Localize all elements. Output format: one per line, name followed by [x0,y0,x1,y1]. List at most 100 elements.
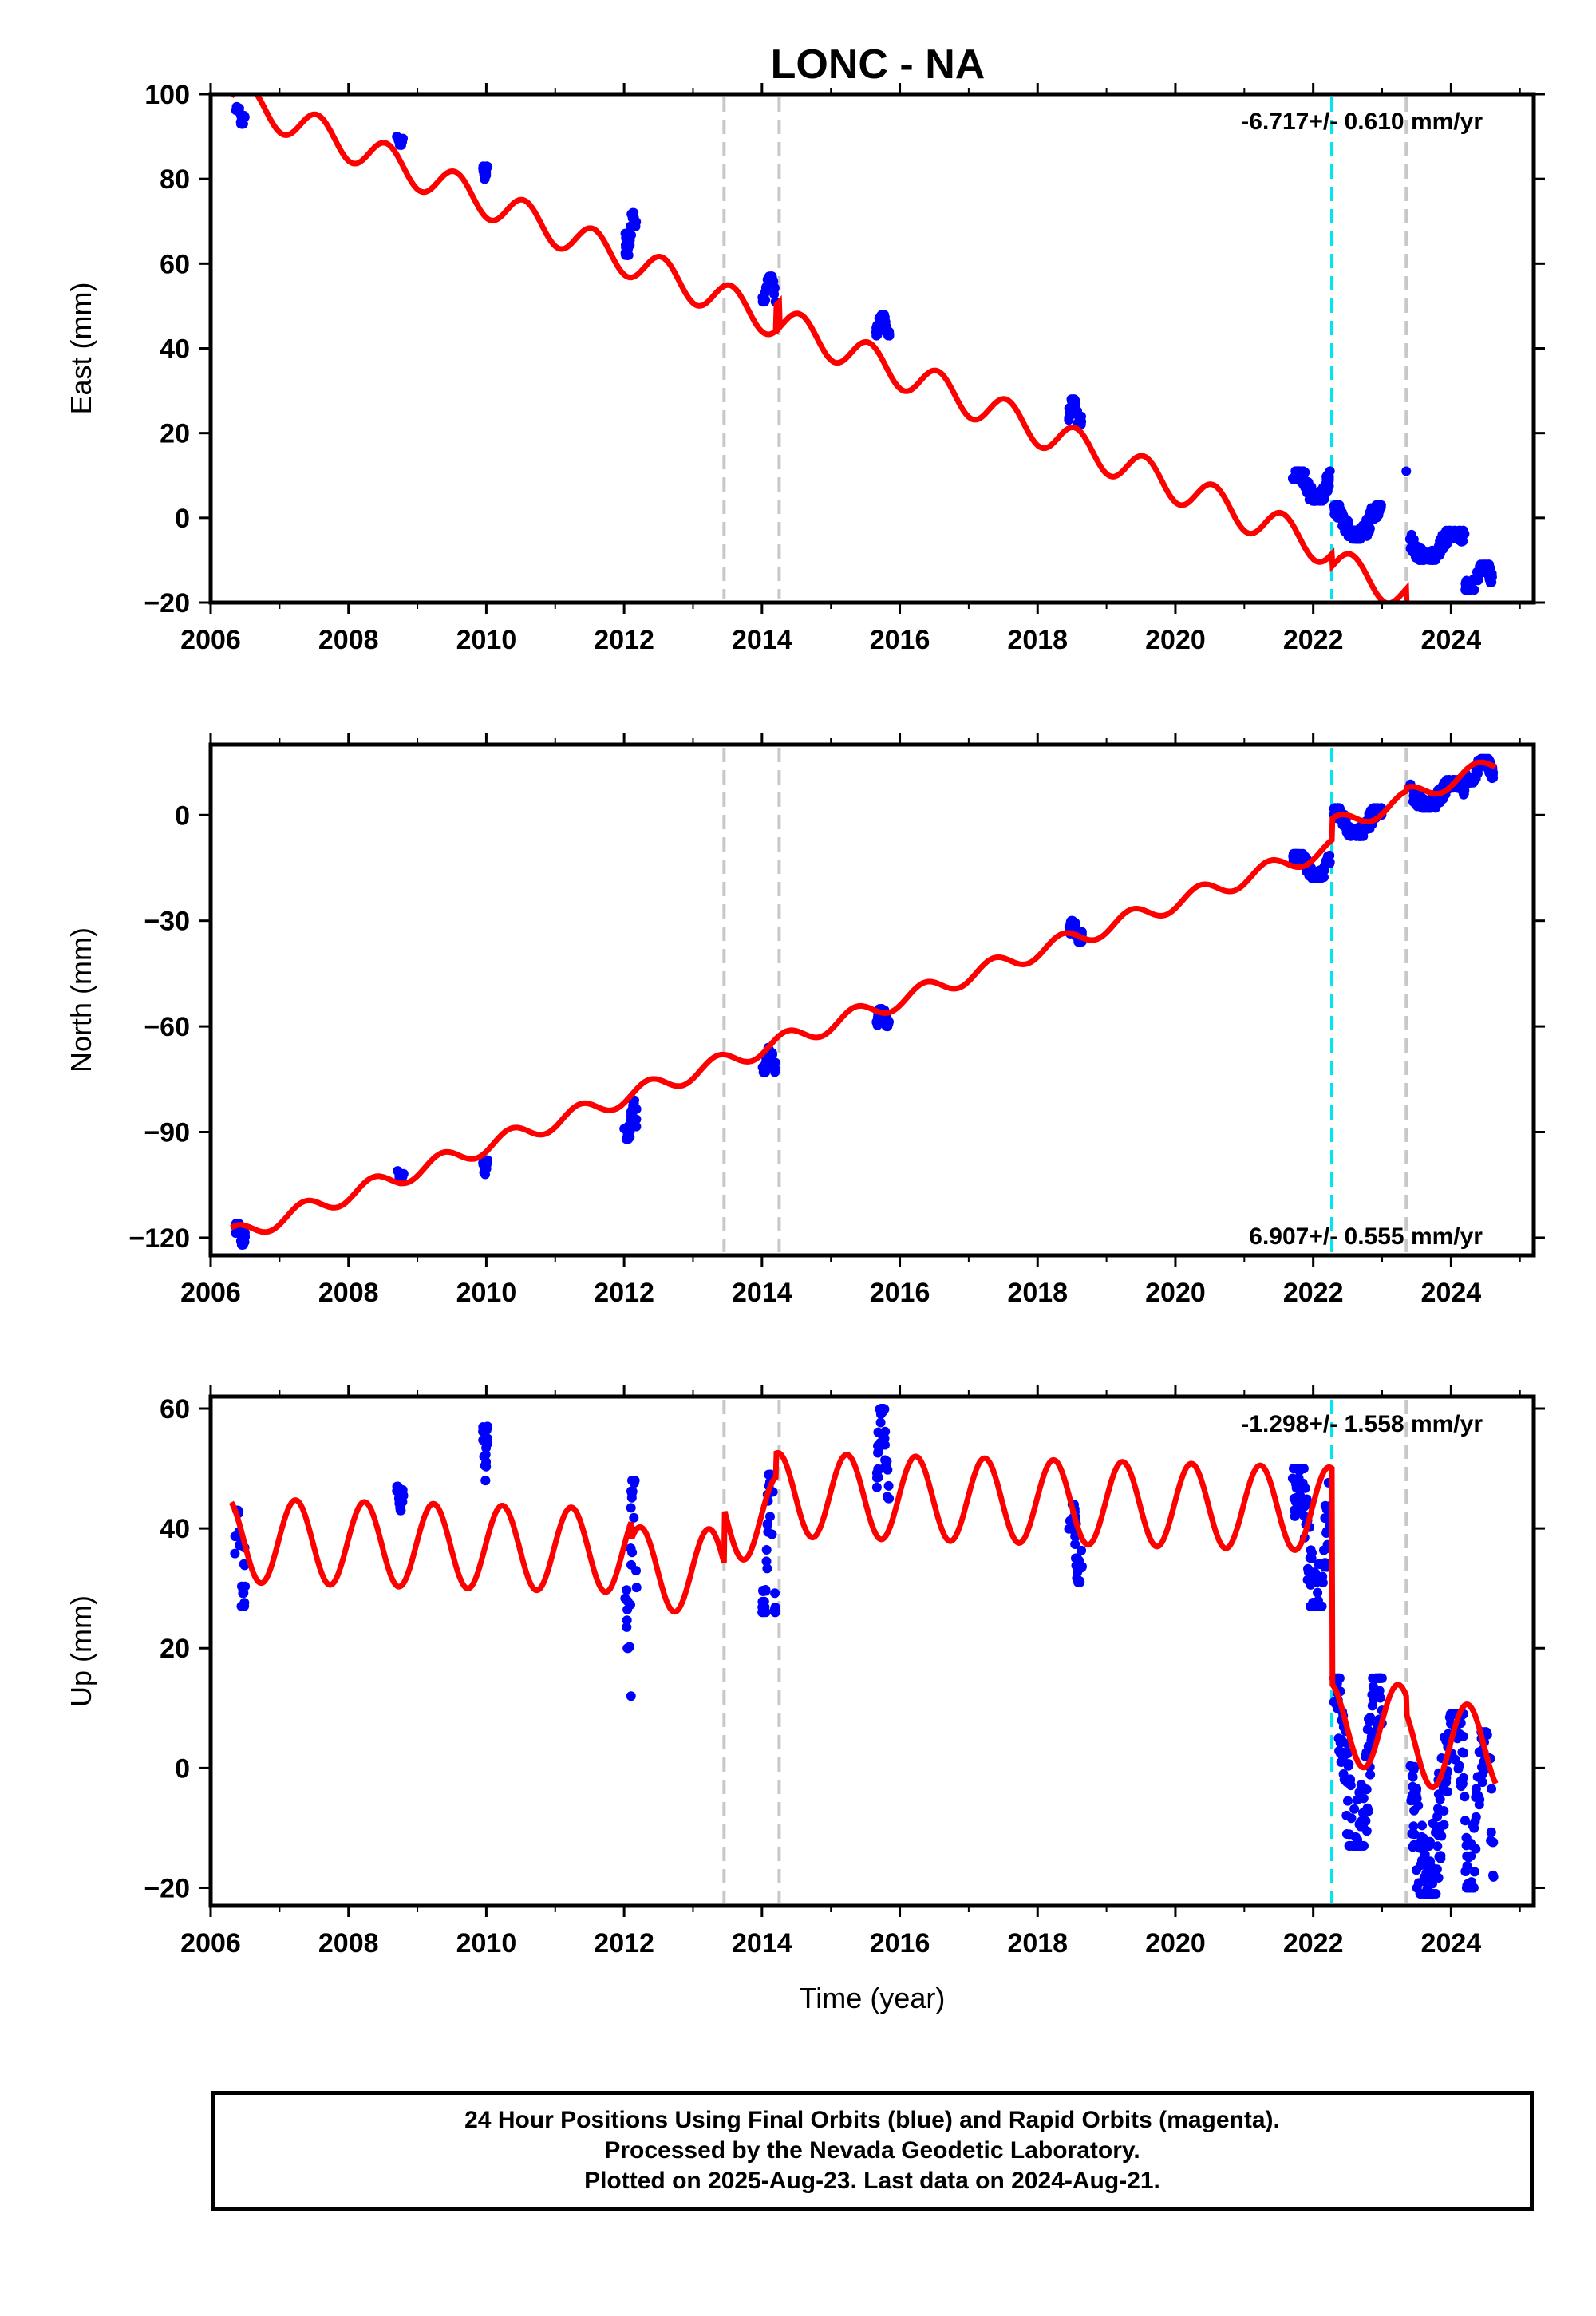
north-data-point [769,1058,780,1069]
up-data-point [1352,1795,1362,1805]
north-x-tick-label: 2012 [594,1278,654,1308]
north-data-point [1369,803,1380,813]
up-data-point [883,1480,894,1491]
east-y-axis-label: East (mm) [65,283,97,415]
up-data-point [396,1505,406,1516]
north-data-point [626,1105,637,1115]
up-y-tick-label: 40 [160,1514,190,1544]
chart-title: LONC - NA [771,41,986,88]
up-data-point [1306,1545,1316,1555]
east-data-point [1476,559,1486,570]
north-data-point [1333,803,1343,813]
east-x-tick-label: 2008 [318,625,379,655]
north-data-point [1431,803,1440,813]
up-data-point [1428,1879,1437,1889]
up-data-point [1077,1545,1087,1555]
north-y-tick-label: −90 [144,1118,190,1148]
up-data-point [1361,1805,1372,1816]
up-data-point [1486,1827,1496,1837]
east-data-point [629,219,639,230]
up-data-point [1356,1780,1366,1790]
up-data-point [1341,1829,1352,1839]
east-outlier-point [1401,466,1412,476]
up-data-point [1306,1601,1315,1611]
east-x-tick-label: 2006 [180,625,241,655]
up-data-point [1408,1821,1419,1832]
east-data-point [884,330,895,341]
north-data-point [394,1168,405,1179]
east-data-point [481,170,492,180]
up-data-point [622,1615,632,1626]
up-data-point [1294,1473,1304,1484]
up-data-point [626,1503,636,1513]
up-data-point [1339,1774,1349,1784]
east-x-tick-label: 2014 [732,625,792,655]
up-data-point [631,1583,642,1593]
up-data-point [239,1560,250,1571]
north-x-tick-label: 2024 [1421,1278,1482,1308]
north-data-point [631,1121,642,1132]
up-data-point [1408,1765,1419,1775]
up-data-point [1342,1749,1353,1759]
north-x-tick-label: 2010 [456,1278,517,1308]
east-y-tick-label: 0 [175,504,190,534]
up-data-point [1317,1571,1328,1582]
up-data-point [1376,1673,1385,1683]
up-data-point [230,1531,240,1542]
north-x-tick-label: 2018 [1007,1278,1068,1308]
up-data-point [1300,1483,1310,1493]
up-data-point [1436,1831,1447,1841]
up-data-point [481,1443,492,1453]
north-y-tick-label: 0 [175,800,190,831]
up-data-point [236,1601,247,1611]
east-data-point [1077,411,1086,421]
up-data-point [1416,1889,1426,1899]
up-data-point [880,1455,891,1465]
east-x-tick-label: 2018 [1007,625,1068,655]
up-data-point [762,1520,772,1530]
panel-up: 2006 2008 2010 2012 2014 2016 2018 2020 2022 2024… [65,1385,1545,2014]
up-x-tick-label: 2012 [594,1928,654,1958]
north-x-tick-label: 2022 [1283,1278,1344,1308]
up-data-point [1428,1818,1438,1828]
up-data-point [1353,1840,1364,1851]
east-y-tick-label: 60 [160,249,190,279]
north-data-point [621,1124,631,1135]
up-y-tick-label: 0 [175,1753,190,1784]
up-data-point [1488,1871,1499,1882]
up-data-point [622,1622,632,1632]
north-data-point [1069,922,1079,932]
up-data-point [629,1512,639,1523]
north-y-tick-label: −30 [144,907,190,937]
up-y-tick-label: 60 [160,1394,190,1425]
up-data-point [1343,1796,1353,1806]
up-data-point [1363,1741,1373,1752]
up-data-point [876,1404,887,1413]
up-data-point [478,1426,488,1437]
footer-line-2: Processed by the Nevada Geodetic Laborat… [604,2137,1140,2164]
up-data-point [480,1449,491,1460]
east-data-point [1361,515,1372,525]
east-data-point [1373,505,1384,516]
up-data-point [1435,1794,1445,1804]
panel-east: 2006 2008 2010 2012 2014 2016 2018 2020 2022 2024… [65,80,1545,655]
up-x-tick-label: 2014 [732,1928,792,1958]
up-data-point [1368,1682,1378,1692]
east-data-point [1468,576,1479,587]
up-data-point [873,1472,883,1483]
east-data-point [627,207,638,218]
east-x-tick-label: 2016 [870,625,930,655]
up-plot-frame [208,1394,1536,1908]
east-data-point [1069,394,1079,405]
east-data-point [1324,472,1334,482]
up-data-point [1461,1840,1472,1851]
up-data-point [1424,1836,1435,1847]
north-data-point [883,1022,893,1032]
up-data-point [620,1593,630,1603]
up-data-point [1306,1553,1317,1563]
up-data-point [1341,1810,1352,1820]
up-x-tick-label: 2020 [1145,1928,1206,1958]
up-data-point [1313,1587,1323,1598]
up-data-point [873,1448,883,1458]
